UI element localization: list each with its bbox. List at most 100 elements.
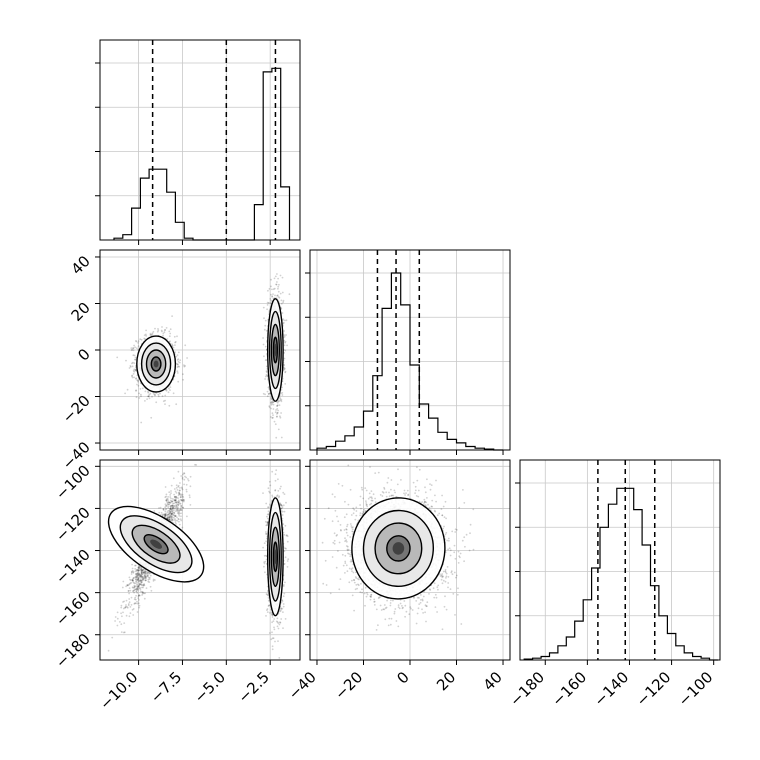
scatter-point [136, 588, 139, 591]
scatter-point [164, 514, 167, 517]
scatter-point [126, 388, 129, 391]
scatter-point [142, 571, 145, 574]
scatter-point [167, 503, 170, 506]
scatter-point [122, 611, 124, 614]
scatter-point [139, 569, 142, 572]
scatter-point [164, 403, 166, 405]
scatter-point [274, 275, 277, 278]
scatter-point [154, 394, 156, 397]
scatter-point [285, 334, 287, 336]
scatter-point [176, 354, 179, 356]
scatter-point [137, 380, 139, 383]
scatter-point [179, 499, 182, 501]
scatter-point [137, 595, 140, 598]
scatter-point [140, 570, 143, 573]
scatter-point [129, 366, 132, 368]
scatter-point [136, 576, 139, 578]
scatter-point [275, 409, 277, 411]
scatter-point [272, 401, 274, 403]
scatter-point [122, 607, 125, 610]
scatter-point [147, 571, 150, 574]
scatter-point [174, 341, 177, 344]
scatter-point [170, 508, 172, 511]
scatter-point [170, 484, 173, 487]
scatter-point [132, 570, 135, 573]
scatter-point [173, 514, 175, 517]
scatter-point [132, 590, 135, 592]
scatter-point [275, 283, 277, 286]
scatter-point [176, 509, 178, 512]
scatter-point [138, 606, 141, 609]
scatter-point [280, 412, 282, 414]
scatter-point [138, 392, 141, 395]
scatter-point [133, 591, 136, 594]
scatter-point [125, 585, 127, 588]
scatter-point [134, 356, 137, 359]
scatter-point [148, 581, 151, 583]
scatter-point [169, 511, 172, 514]
scatter-point [277, 409, 279, 412]
scatter-point [134, 598, 137, 601]
scatter-point [135, 576, 137, 579]
scatter-point [171, 507, 174, 510]
scatter-point [186, 515, 188, 518]
scatter-point [284, 341, 286, 344]
scatter-point [271, 288, 273, 291]
scatter-point [139, 588, 142, 591]
scatter-point [285, 319, 288, 322]
scatter-point [182, 499, 184, 502]
scatter-point [123, 600, 125, 603]
scatter-point [182, 498, 185, 501]
scatter-point [146, 571, 149, 574]
scatter-point [172, 477, 175, 480]
scatter-point [166, 514, 169, 517]
scatter-point [122, 631, 125, 634]
scatter-point [141, 590, 144, 593]
scatter-point [264, 345, 267, 348]
scatter-point [164, 513, 167, 515]
scatter-point [177, 494, 180, 497]
scatter-point [169, 496, 172, 498]
scatter-point [171, 508, 174, 511]
scatter-point [180, 486, 183, 489]
scatter-point [144, 579, 147, 582]
scatter-point [135, 578, 138, 581]
scatter-point [165, 507, 168, 510]
scatter-point [164, 503, 167, 506]
scatter-point [140, 566, 143, 569]
scatter-point [143, 571, 146, 573]
scatter-point [168, 335, 171, 338]
scatter-point [271, 402, 273, 405]
scatter-point [164, 399, 167, 402]
scatter-point [276, 273, 278, 275]
scatter-point [276, 294, 278, 297]
histogram-step [316, 272, 503, 451]
scatter-point [155, 392, 158, 394]
scatter-point [154, 579, 156, 581]
scatter-point [180, 512, 183, 515]
scatter-point [162, 509, 165, 511]
scatter-point [273, 420, 276, 423]
scatter-point [120, 606, 123, 609]
scatter-point [265, 370, 268, 373]
scatter-point [267, 289, 269, 292]
scatter-point [169, 511, 172, 513]
scatter-point [137, 384, 140, 387]
scatter-point [144, 576, 147, 579]
scatter-point [264, 378, 266, 380]
scatter-point [276, 281, 278, 283]
scatter-point [166, 517, 169, 519]
scatter-point [127, 604, 130, 607]
scatter-point [162, 508, 165, 510]
scatter-point [276, 405, 279, 407]
scatter-point [140, 581, 143, 584]
scatter-point [143, 571, 145, 574]
scatter-point [181, 526, 184, 529]
scatter-point [185, 488, 188, 491]
scatter-point [174, 499, 177, 502]
scatter-point [135, 573, 137, 576]
scatter-point [176, 503, 179, 506]
scatter-point [177, 518, 180, 520]
scatter-point [130, 573, 133, 575]
scatter-point [169, 332, 172, 335]
